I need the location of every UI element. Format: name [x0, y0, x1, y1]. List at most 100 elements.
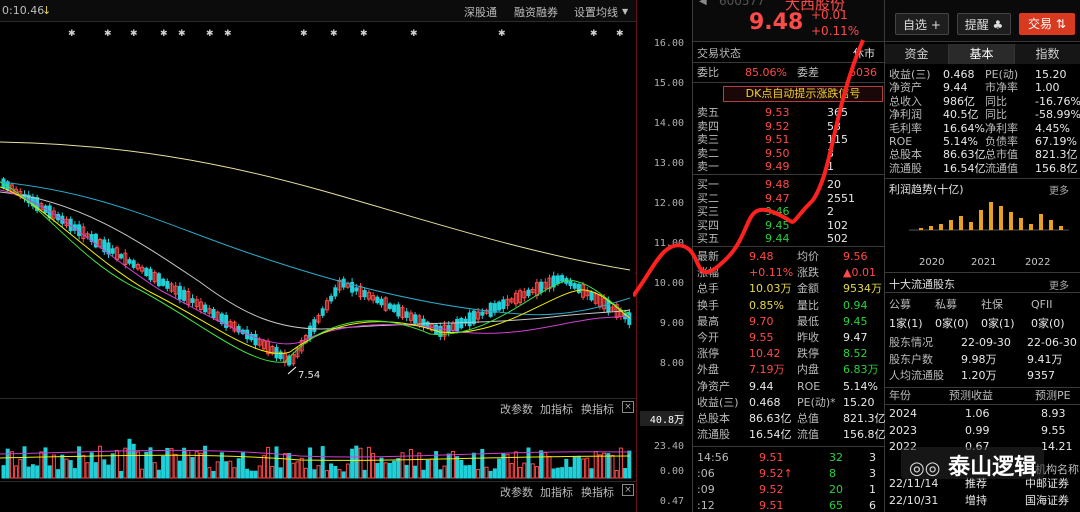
profit-bar	[1049, 220, 1053, 230]
kline-chart-area[interactable]: 0:10.46 ↓ 深股通 融资融券 设置均线 ▼ 16.00 15.00 14…	[0, 0, 690, 512]
stat-value: 9.44	[749, 379, 774, 393]
tick-row: :12 9.51 65 6	[693, 499, 884, 512]
volume-bar	[299, 457, 304, 479]
margin-trading-link[interactable]: 融资融券	[514, 6, 558, 19]
candle-body	[39, 203, 44, 211]
stat-row: 总股本 86.63亿 总值 821.3亿	[693, 412, 886, 426]
candle-body	[161, 278, 166, 286]
forecast-pe: 9.55	[1041, 423, 1066, 437]
volume-bar	[324, 470, 329, 479]
tab-funds[interactable]: 资金	[885, 44, 949, 64]
event-marker-icon: ✱	[616, 29, 624, 39]
volume-bar	[522, 462, 527, 479]
volume-bar	[450, 450, 455, 479]
fundamental-row: 毛利率 16.64% 净利率 4.45%	[885, 122, 1080, 136]
volume-bar	[396, 458, 401, 479]
volume-bar	[581, 458, 586, 479]
add-indicator-button[interactable]: 加指标	[540, 486, 573, 499]
holder-row: 人均流通股 1.20万 9357	[885, 369, 1080, 383]
candle-body	[413, 314, 418, 324]
price-tick: 10.00	[653, 278, 684, 289]
stat-label: 总值	[797, 412, 819, 425]
volume-bar	[85, 462, 90, 479]
volume-bar	[375, 463, 380, 479]
candle-body	[329, 295, 334, 302]
volume-bar	[408, 448, 413, 479]
add-watchlist-button[interactable]: 自选 +	[895, 13, 949, 35]
volume-bar	[81, 454, 86, 479]
candle-body	[543, 281, 548, 289]
candle-body	[127, 259, 132, 264]
tick-volume: 20	[829, 483, 843, 496]
bid-price: 9.48	[765, 178, 790, 191]
stock-name: 大西股份	[785, 0, 846, 13]
candle-body	[392, 304, 397, 312]
volume-bar	[568, 466, 573, 479]
year-label: 2022	[1025, 257, 1051, 268]
shenzhen-connect-link[interactable]: 深股通	[464, 6, 497, 19]
tab-index[interactable]: 指数	[1015, 44, 1080, 64]
holder-label: 股东户数	[889, 352, 933, 366]
profit-bar	[949, 220, 953, 230]
forecast-row: 2023 0.99 9.55	[885, 424, 1080, 438]
volume-panel-toolbar: 改参数 加指标 换指标 ×	[0, 398, 636, 416]
candle-body	[463, 318, 468, 324]
chevron-down-icon[interactable]: ▼	[622, 7, 629, 16]
volume-ma-line-2	[0, 454, 631, 461]
remind-button[interactable]: 提醒 ♣	[957, 13, 1011, 35]
holder-value: 22-06-30	[1027, 336, 1077, 349]
volume-bar	[249, 470, 254, 479]
profit-bar	[959, 216, 963, 230]
tab-basic[interactable]: 基本	[949, 44, 1015, 64]
volume-bar	[22, 446, 27, 479]
candle-body	[299, 339, 304, 352]
volume-bar	[30, 464, 35, 479]
candle-body	[404, 311, 409, 318]
volume-bar	[287, 453, 292, 479]
volume-bar	[60, 454, 65, 479]
remind-label: 提醒	[964, 18, 989, 32]
stat-label: 换手	[697, 298, 719, 312]
volume-bar	[278, 467, 283, 479]
candlestick-chart[interactable]: 7.54 ✱ ✱ ✱ ✱ ✱ ✱ ✱ ✱ ✱ ✱ ✱ ✱ ✱ ✱	[0, 22, 636, 396]
volume-bar	[329, 463, 334, 479]
ma-settings-link[interactable]: 设置均线	[574, 6, 618, 19]
candle-body	[308, 325, 313, 339]
close-icon[interactable]: ×	[622, 484, 634, 496]
close-icon[interactable]: ×	[622, 401, 634, 413]
volume-bar	[429, 458, 434, 479]
stat-value: 9.56	[843, 250, 868, 263]
volume-scale-mid: 23.40	[653, 441, 684, 452]
fundamental-row: 收益(三) 0.468 PE(动) 15.20	[885, 68, 1080, 82]
fund-label: 总股本	[889, 148, 922, 162]
ask-price: 9.52	[765, 119, 790, 133]
fund-value: 156.8亿	[1035, 161, 1078, 175]
candle-body	[51, 210, 56, 219]
tick-count: 1	[869, 483, 876, 496]
candle-body	[198, 301, 203, 310]
add-indicator-button[interactable]: 加指标	[540, 403, 573, 416]
trade-button[interactable]: 交易 ⇅	[1019, 13, 1075, 35]
tick-count: 6	[869, 499, 876, 512]
volume-bar	[18, 458, 23, 479]
profit-bar	[999, 206, 1003, 230]
edit-params-button[interactable]: 改参数	[500, 486, 533, 499]
top-holders-more-link[interactable]: 更多	[1049, 281, 1069, 292]
volume-bar	[35, 465, 40, 479]
profit-trend-title: 利润趋势(十亿)	[889, 183, 964, 196]
edit-params-button[interactable]: 改参数	[500, 403, 533, 416]
switch-indicator-button[interactable]: 换指标	[581, 403, 614, 416]
stat-value: 8.52	[843, 347, 868, 361]
back-icon[interactable]: ◀	[699, 0, 707, 7]
volume-bar	[131, 443, 136, 479]
switch-indicator-button[interactable]: 换指标	[581, 486, 614, 499]
volume-bar	[585, 457, 590, 479]
profit-bar	[1029, 224, 1033, 230]
holder-value: 9.98万	[961, 352, 997, 366]
volume-bar	[480, 448, 485, 479]
price-tick: 11.00	[653, 238, 684, 249]
holder-type-header: 公募 私募 社保 QFII	[889, 298, 1053, 311]
candle-body	[539, 281, 544, 293]
candle-body	[186, 290, 191, 305]
profit-trend-more-link[interactable]: 更多	[1049, 186, 1069, 197]
